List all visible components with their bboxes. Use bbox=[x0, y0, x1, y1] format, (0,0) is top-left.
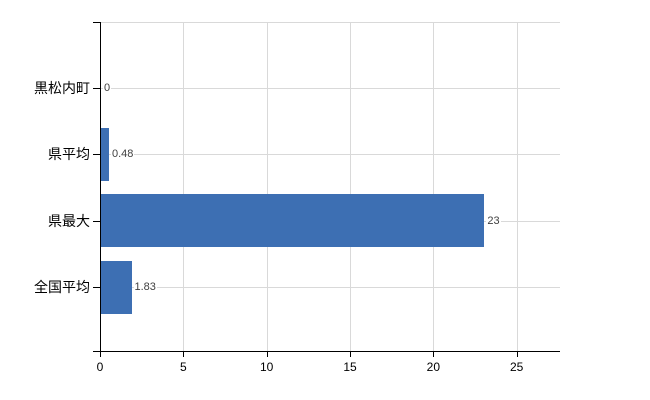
x-axis-tick bbox=[266, 351, 268, 357]
x-tick-label: 5 bbox=[179, 360, 187, 374]
category-label: 県平均 bbox=[48, 146, 90, 163]
x-tick-label: 15 bbox=[343, 360, 357, 374]
vertical-gridline bbox=[516, 22, 518, 351]
y-axis-tick bbox=[93, 154, 100, 156]
vertical-gridline bbox=[433, 22, 435, 351]
x-axis-tick bbox=[433, 351, 435, 357]
value-label: 0.48 bbox=[111, 148, 135, 161]
vertical-gridline bbox=[350, 22, 351, 351]
x-tick-label: 20 bbox=[426, 360, 440, 374]
category-label: 全国平均 bbox=[34, 279, 90, 296]
y-axis-line bbox=[100, 22, 101, 357]
x-axis-tick bbox=[183, 351, 185, 357]
y-axis-tick bbox=[93, 287, 100, 289]
category-label: 県最大 bbox=[48, 212, 90, 229]
x-axis-tick bbox=[350, 351, 351, 357]
value-label: 0 bbox=[103, 82, 112, 94]
x-axis-tick bbox=[100, 351, 101, 357]
x-axis-line bbox=[93, 351, 560, 352]
bar-1 bbox=[101, 127, 109, 181]
value-label: 1.83 bbox=[133, 281, 157, 294]
x-tick-label: 25 bbox=[509, 360, 524, 374]
horizontal-gridline bbox=[100, 287, 560, 289]
vertical-gridline bbox=[266, 22, 268, 351]
value-label: 23 bbox=[486, 214, 501, 227]
horizontal-gridline bbox=[100, 88, 560, 89]
horizontal-gridline bbox=[100, 22, 560, 23]
bar-2 bbox=[101, 194, 485, 248]
horizontal-gridline bbox=[100, 154, 560, 156]
x-axis-tick bbox=[516, 351, 518, 357]
x-tick-label: 10 bbox=[259, 360, 274, 374]
y-axis-tick bbox=[93, 88, 100, 89]
y-axis-tick bbox=[93, 22, 100, 23]
y-axis-tick bbox=[93, 220, 100, 222]
x-tick-label: 0 bbox=[96, 360, 104, 374]
bar-3 bbox=[101, 260, 132, 314]
vertical-gridline bbox=[183, 22, 185, 351]
category-label: 黒松内町 bbox=[34, 80, 90, 96]
